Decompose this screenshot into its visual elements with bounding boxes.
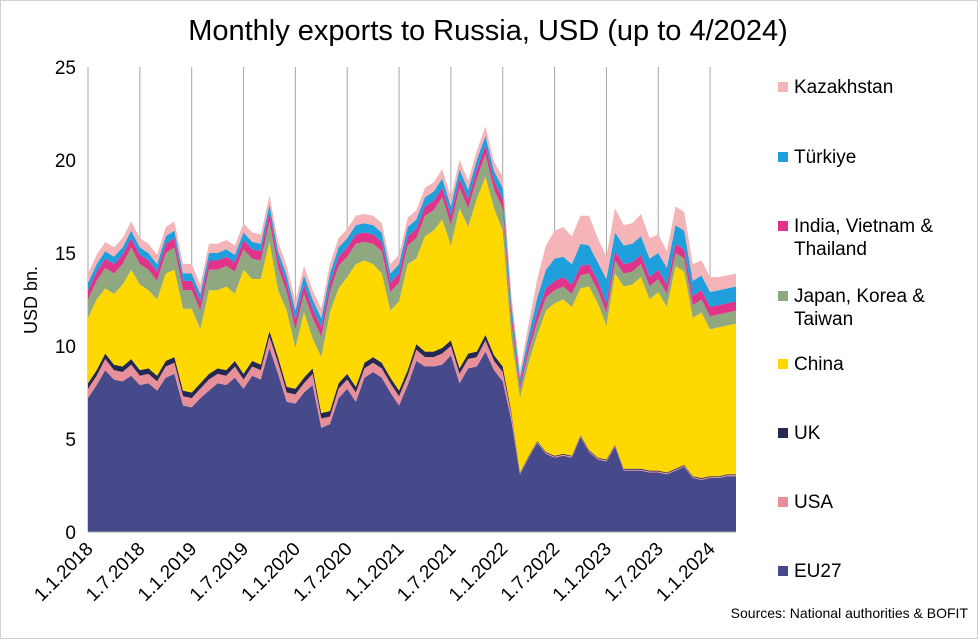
y-tick-label: 10	[55, 337, 76, 358]
area	[88, 135, 736, 384]
legend-swatch	[778, 291, 788, 301]
legend-label: EU27	[794, 561, 842, 582]
y-tick-label: 15	[55, 244, 76, 265]
legend-label: Kazakhstan	[794, 77, 894, 98]
area	[88, 331, 736, 479]
y-axis-label: USD bn.	[21, 266, 41, 334]
area	[88, 154, 736, 399]
legend-swatch	[778, 497, 788, 507]
legend-swatch	[778, 152, 788, 162]
areas	[88, 126, 736, 532]
legend-label: USA	[794, 492, 834, 513]
area	[88, 336, 736, 480]
legend-label: China	[794, 354, 844, 375]
legend-swatch	[778, 359, 788, 369]
y-tick-label: 0	[65, 523, 76, 544]
legend-swatch	[778, 566, 788, 576]
y-tick-label: 20	[55, 151, 76, 172]
y-tick-label: 25	[55, 58, 76, 79]
legend-label: UK	[794, 423, 821, 444]
chart-title: Monthly exports to Russia, USD (up to 4/…	[188, 15, 788, 47]
legend-label: Japan, Korea & Taiwan	[794, 286, 925, 330]
legend-label: Türkiye	[794, 147, 857, 168]
legend-swatch	[778, 82, 788, 92]
source-note: Sources: National authorities & BOFIT	[731, 605, 969, 621]
area	[88, 176, 736, 479]
legend-swatch	[778, 428, 788, 438]
area	[88, 145, 736, 389]
area	[88, 347, 736, 532]
area	[88, 126, 736, 378]
legend-label: India, Vietnam & Thailand	[794, 216, 934, 260]
legend-swatch	[778, 221, 788, 231]
y-tick-label: 5	[65, 430, 76, 451]
